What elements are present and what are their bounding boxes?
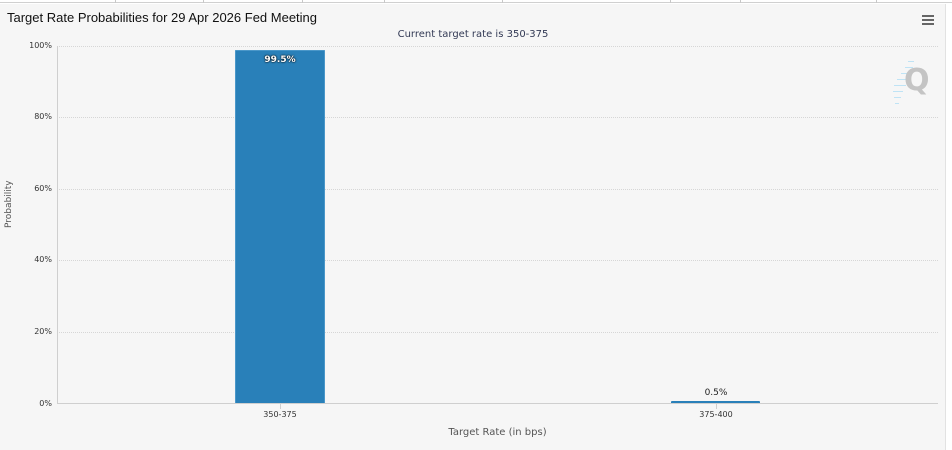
table-cell-divider bbox=[670, 0, 671, 3]
chart-subtitle: Current target rate is 350-375 bbox=[397, 29, 549, 40]
y-tick-label: 40% bbox=[34, 255, 52, 264]
gridline-40 bbox=[57, 260, 938, 261]
x-axis-title: Target Rate (in bps) bbox=[448, 427, 547, 438]
y-tick-label: 100% bbox=[29, 41, 52, 50]
x-tick-label: 350-375 bbox=[263, 410, 297, 419]
table-cell-divider bbox=[115, 0, 116, 3]
y-axis-line bbox=[57, 46, 58, 404]
table-cell-divider bbox=[384, 0, 385, 3]
bar-350-375[interactable] bbox=[235, 50, 325, 403]
chart-title: Target Rate Probabilities for 29 Apr 202… bbox=[7, 10, 318, 25]
x-tick-mark bbox=[280, 404, 281, 409]
gridline-60 bbox=[57, 189, 938, 190]
bar-375-400[interactable] bbox=[671, 401, 760, 403]
table-cell-divider bbox=[876, 0, 877, 3]
y-tick-label: 60% bbox=[34, 184, 52, 193]
y-tick-label: 80% bbox=[34, 112, 52, 121]
bar-value-label: 99.5% bbox=[264, 55, 296, 65]
y-axis-title: Probability bbox=[4, 180, 14, 228]
table-cell-divider bbox=[502, 0, 503, 3]
gridline-100 bbox=[57, 46, 938, 47]
table-cell-divider bbox=[203, 0, 204, 3]
top-table-edge bbox=[0, 0, 952, 3]
quikstrike-logo-icon: Q bbox=[890, 55, 935, 110]
gridline-20 bbox=[57, 332, 938, 333]
y-tick-label: 20% bbox=[34, 327, 52, 336]
y-tick-label: 0% bbox=[39, 399, 52, 408]
x-tick-label: 375-400 bbox=[699, 410, 733, 419]
table-cell-divider bbox=[302, 0, 303, 3]
table-cell-divider bbox=[740, 0, 741, 3]
x-axis-line bbox=[57, 403, 938, 404]
gridline-80 bbox=[57, 117, 938, 118]
hamburger-menu-icon[interactable] bbox=[922, 15, 934, 25]
x-tick-mark bbox=[716, 404, 717, 409]
chart-panel: Target Rate Probabilities for 29 Apr 202… bbox=[0, 4, 946, 450]
bar-value-label: 0.5% bbox=[704, 388, 728, 398]
